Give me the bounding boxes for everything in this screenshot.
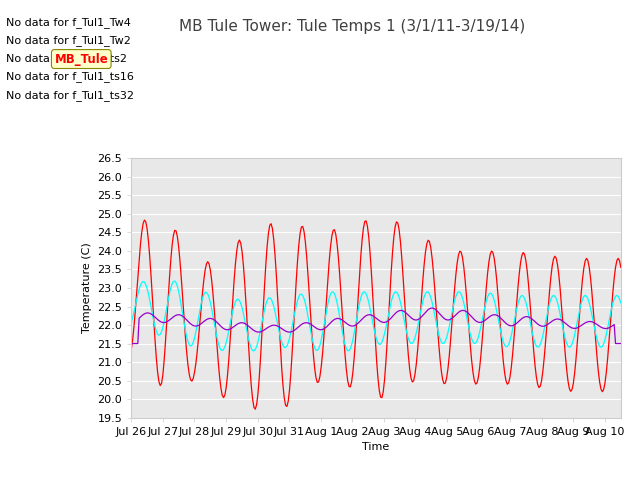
Tul1_Tw+10cm bbox=[252, 406, 259, 412]
Tul1_Ts-16cm bbox=[377, 319, 385, 324]
Tul1_Ts-16cm bbox=[208, 316, 216, 322]
Tul1_Ts-16cm bbox=[292, 326, 300, 332]
Tul1_Ts-8cm bbox=[295, 294, 303, 300]
Tul1_Ts-8cm bbox=[609, 300, 617, 306]
Tul1_Tw+10cm bbox=[617, 264, 625, 270]
Text: MB_Tule: MB_Tule bbox=[54, 52, 108, 66]
Tul1_Ts-8cm bbox=[209, 313, 217, 319]
Text: No data for f_Tul1_Tw4: No data for f_Tul1_Tw4 bbox=[6, 17, 131, 28]
Line: Tul1_Ts-8cm: Tul1_Ts-8cm bbox=[131, 281, 621, 351]
Text: No data for f_Tul1_ts16: No data for f_Tul1_ts16 bbox=[6, 72, 134, 83]
Tul1_Tw+10cm bbox=[295, 242, 303, 248]
Text: No data for f_Tul1_ts2: No data for f_Tul1_ts2 bbox=[6, 53, 127, 64]
Tul1_Ts-16cm bbox=[189, 323, 197, 328]
Tul1_Ts-16cm bbox=[127, 341, 135, 347]
Tul1_Ts-8cm bbox=[127, 319, 135, 325]
Text: No data for f_Tul1_ts32: No data for f_Tul1_ts32 bbox=[6, 90, 134, 101]
X-axis label: Time: Time bbox=[362, 442, 390, 452]
Tul1_Tw+10cm bbox=[141, 217, 148, 223]
Tul1_Ts-8cm bbox=[617, 300, 625, 306]
Tul1_Ts-8cm bbox=[380, 336, 387, 341]
Text: MB Tule Tower: Tule Temps 1 (3/1/11-3/19/14): MB Tule Tower: Tule Temps 1 (3/1/11-3/19… bbox=[179, 19, 525, 34]
Tul1_Ts-16cm bbox=[428, 305, 436, 311]
Tul1_Tw+10cm bbox=[127, 347, 135, 353]
Tul1_Tw+10cm bbox=[489, 249, 497, 255]
Tul1_Tw+10cm bbox=[209, 291, 217, 297]
Tul1_Ts-8cm bbox=[171, 278, 179, 284]
Tul1_Ts-8cm bbox=[250, 348, 258, 354]
Tul1_Tw+10cm bbox=[380, 389, 387, 395]
Tul1_Ts-8cm bbox=[489, 293, 497, 299]
Tul1_Ts-8cm bbox=[191, 335, 198, 341]
Tul1_Tw+10cm bbox=[191, 370, 198, 375]
Tul1_Ts-16cm bbox=[608, 324, 616, 329]
Text: No data for f_Tul1_Tw2: No data for f_Tul1_Tw2 bbox=[6, 35, 131, 46]
Tul1_Ts-16cm bbox=[617, 341, 625, 347]
Y-axis label: Temperature (C): Temperature (C) bbox=[82, 242, 92, 334]
Line: Tul1_Ts-16cm: Tul1_Ts-16cm bbox=[131, 308, 621, 344]
Line: Tul1_Tw+10cm: Tul1_Tw+10cm bbox=[131, 220, 621, 409]
Tul1_Tw+10cm bbox=[609, 289, 617, 295]
Tul1_Ts-16cm bbox=[488, 312, 495, 318]
